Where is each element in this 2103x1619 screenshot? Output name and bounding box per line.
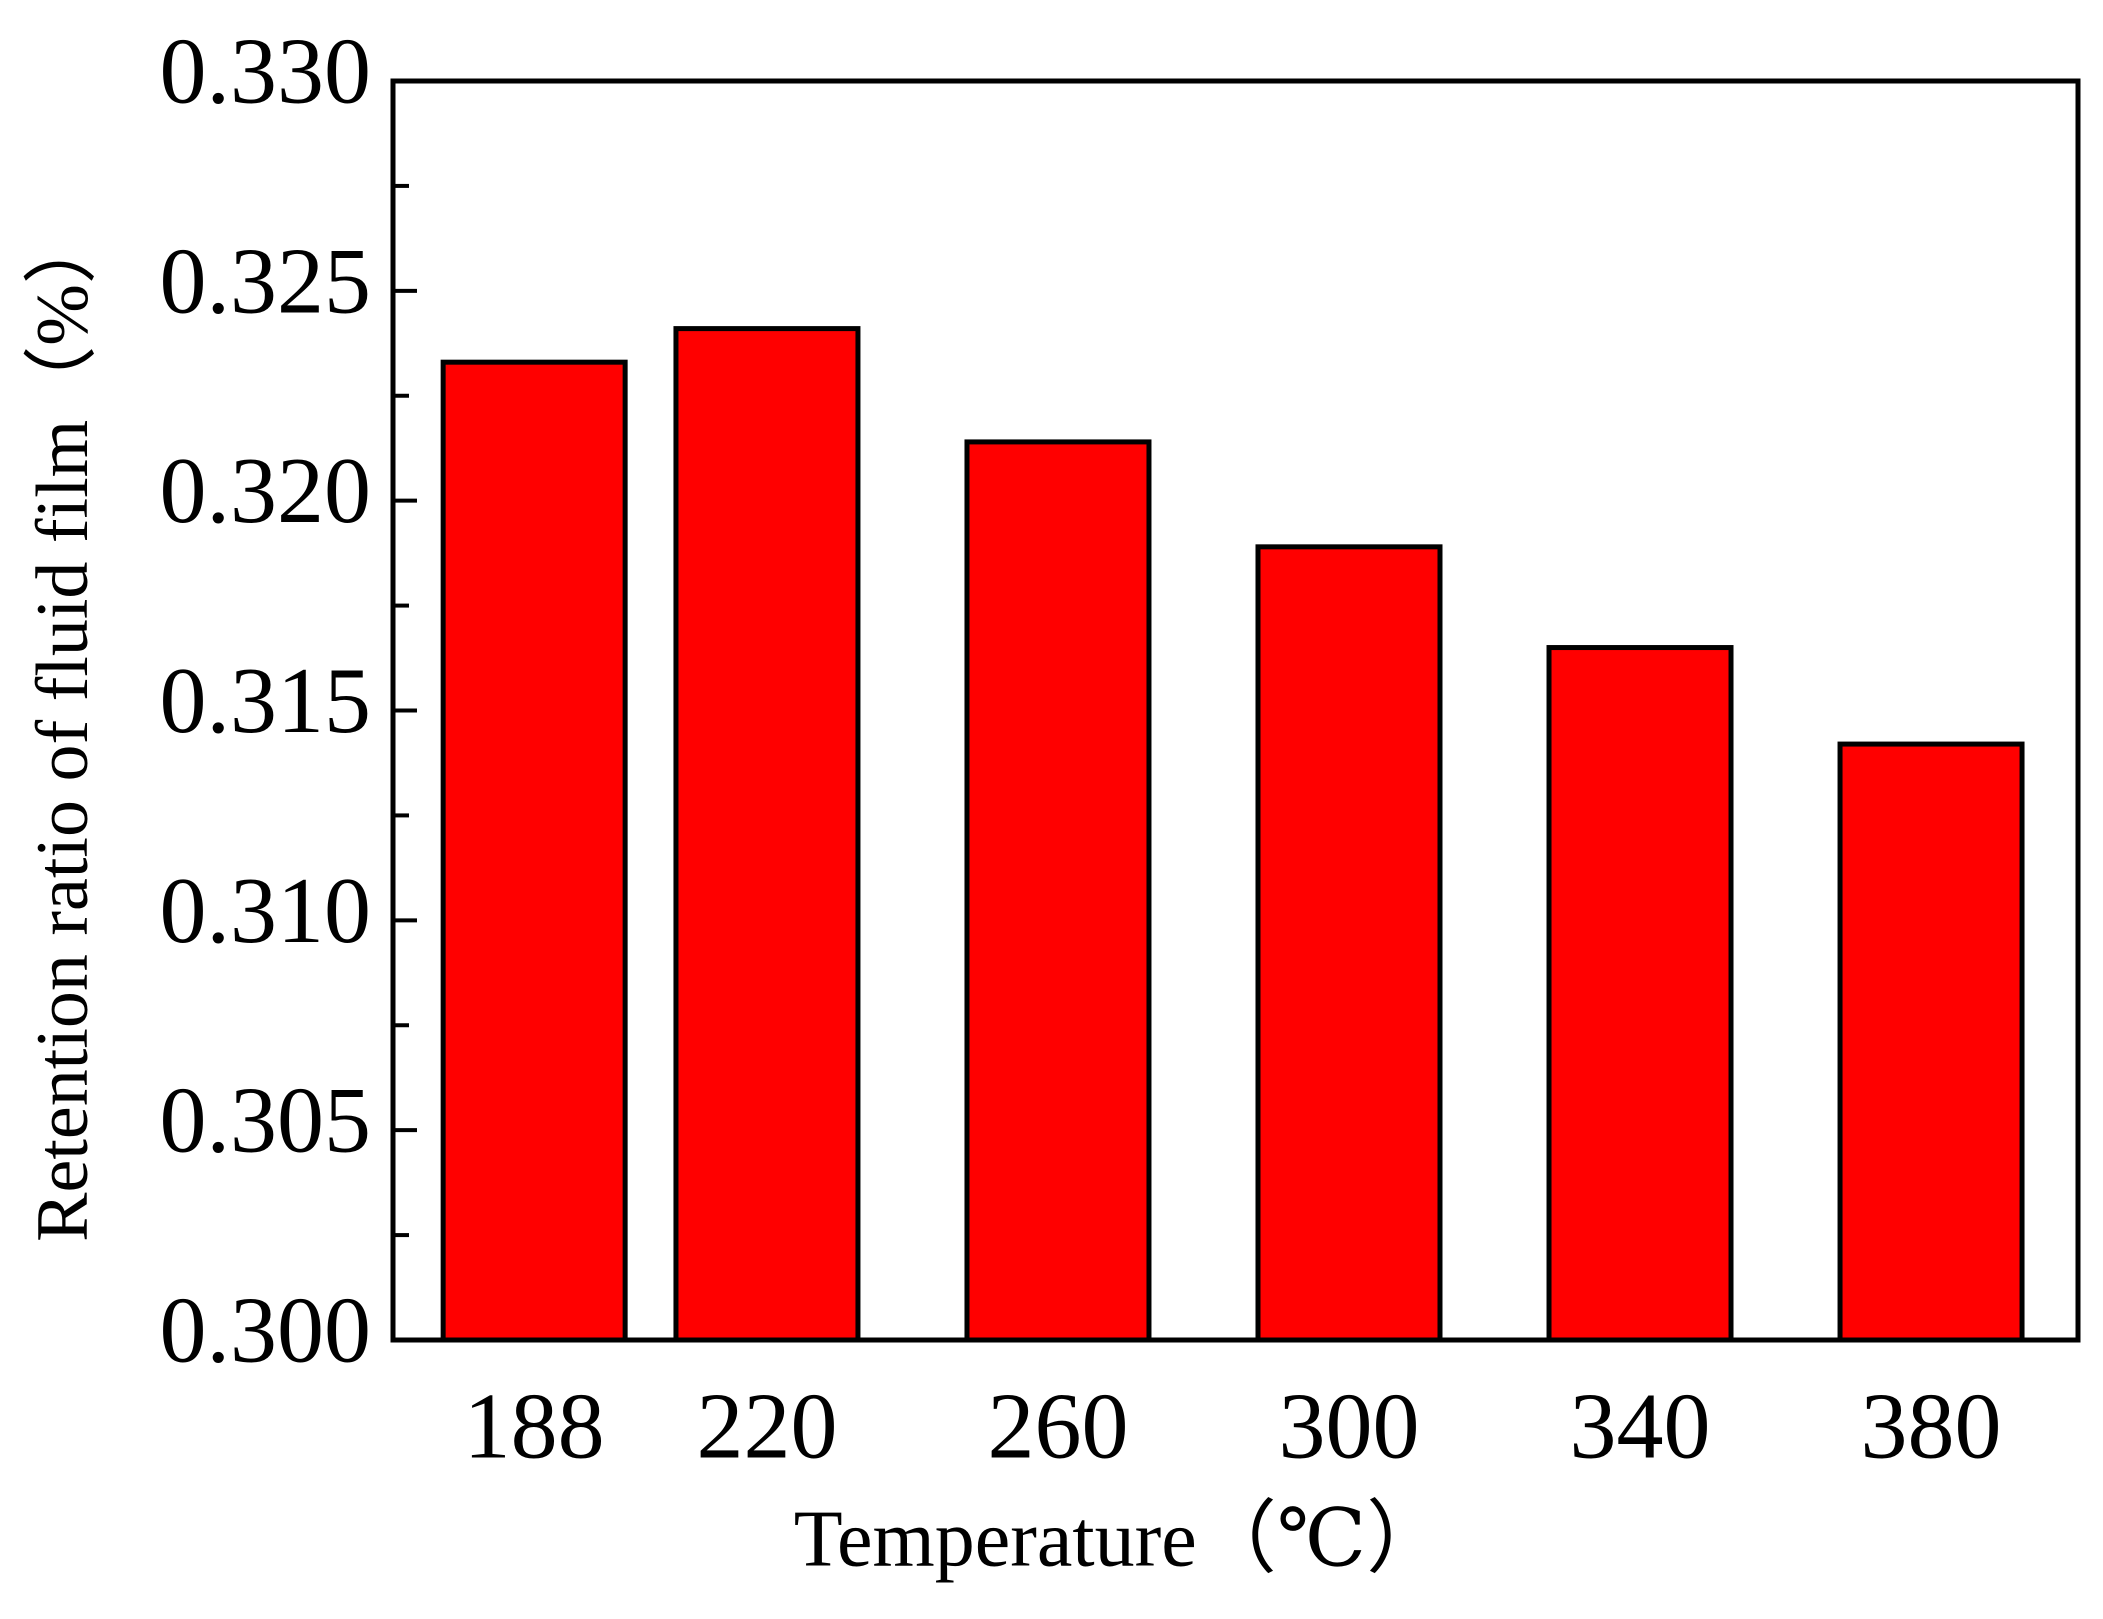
y-tick-label: 0.305 xyxy=(160,1069,372,1173)
y-tick-label: 0.300 xyxy=(160,1279,372,1383)
y-tick-label: 0.325 xyxy=(160,229,372,333)
x-tick-label: 260 xyxy=(987,1375,1128,1479)
y-axis-title: Retention ratio of fluid film（%） xyxy=(22,210,104,1242)
y-tick-label: 0.315 xyxy=(160,649,372,753)
bar xyxy=(1255,544,1443,1343)
y-tick-label: 0.320 xyxy=(160,439,372,543)
x-axis-title: Temperature（℃） xyxy=(794,1495,1447,1583)
x-tick-label: 188 xyxy=(464,1375,605,1479)
bar xyxy=(440,359,628,1343)
bar xyxy=(1837,741,2025,1343)
x-tick-label: 220 xyxy=(696,1375,837,1479)
plot-frame xyxy=(390,78,2081,1343)
x-tick-label: 380 xyxy=(1861,1375,2002,1479)
bar xyxy=(673,326,861,1343)
y-tick-label: 0.330 xyxy=(160,20,372,124)
y-tick-label: 0.310 xyxy=(160,859,372,963)
x-tick-label: 300 xyxy=(1278,1375,1419,1479)
bar xyxy=(964,439,1152,1343)
x-tick-label: 340 xyxy=(1570,1375,1711,1479)
bar xyxy=(1546,645,1734,1343)
